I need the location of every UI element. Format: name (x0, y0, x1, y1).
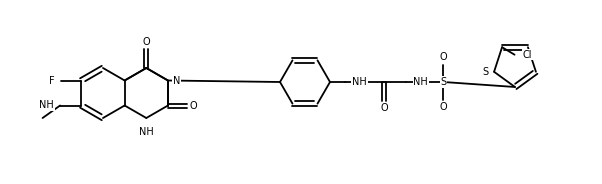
Text: NH: NH (39, 100, 54, 111)
Text: NH: NH (414, 77, 428, 87)
Text: O: O (143, 37, 150, 47)
Text: F: F (49, 75, 54, 86)
Text: O: O (439, 52, 447, 63)
Text: O: O (190, 100, 197, 111)
Text: N: N (173, 75, 181, 86)
Text: NH: NH (352, 77, 367, 87)
Text: NH: NH (139, 127, 154, 137)
Text: Cl: Cl (523, 50, 532, 60)
Text: S: S (441, 77, 447, 87)
Text: S: S (482, 67, 488, 77)
Text: O: O (380, 103, 388, 113)
Text: O: O (439, 102, 447, 112)
